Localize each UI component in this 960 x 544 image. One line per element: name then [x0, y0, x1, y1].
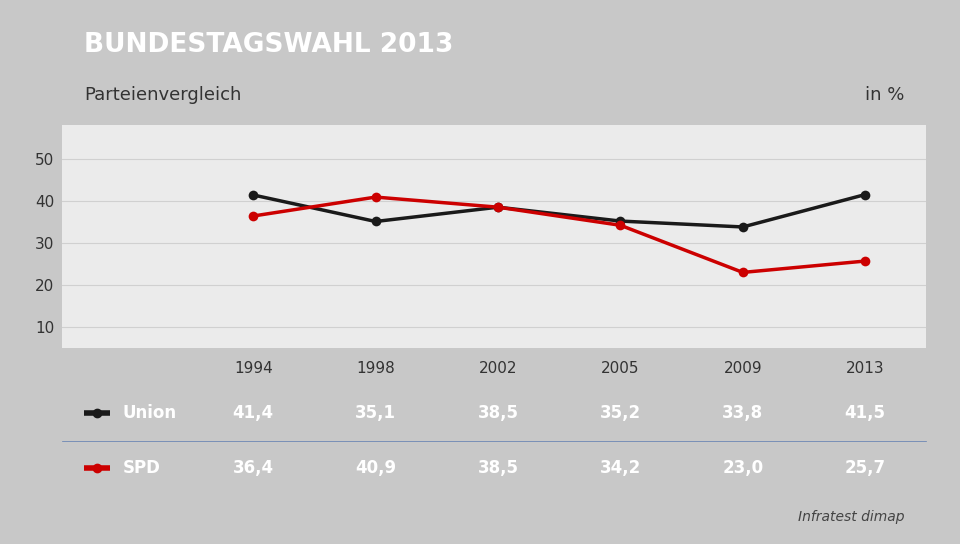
Text: 41,4: 41,4 — [232, 404, 274, 423]
Text: 25,7: 25,7 — [845, 459, 886, 477]
Text: 38,5: 38,5 — [477, 404, 518, 423]
Text: 40,9: 40,9 — [355, 459, 396, 477]
Text: 35,1: 35,1 — [355, 404, 396, 423]
Text: Infratest dimap: Infratest dimap — [799, 510, 904, 524]
Text: Parteienvergleich: Parteienvergleich — [84, 86, 241, 104]
Text: 1998: 1998 — [356, 361, 395, 376]
Text: SPD: SPD — [123, 459, 160, 477]
Text: 23,0: 23,0 — [722, 459, 763, 477]
Text: BUNDESTAGSWAHL 2013: BUNDESTAGSWAHL 2013 — [84, 32, 453, 58]
Text: 35,2: 35,2 — [600, 404, 641, 423]
Text: 38,5: 38,5 — [477, 459, 518, 477]
Text: Union: Union — [123, 404, 177, 423]
Text: 41,5: 41,5 — [845, 404, 886, 423]
Text: 2005: 2005 — [601, 361, 639, 376]
Text: 2009: 2009 — [724, 361, 762, 376]
Text: 1994: 1994 — [234, 361, 273, 376]
Text: 36,4: 36,4 — [232, 459, 274, 477]
Text: 2002: 2002 — [479, 361, 517, 376]
Text: in %: in % — [865, 86, 904, 104]
Text: 34,2: 34,2 — [600, 459, 641, 477]
Text: 33,8: 33,8 — [722, 404, 763, 423]
Text: 2013: 2013 — [846, 361, 884, 376]
